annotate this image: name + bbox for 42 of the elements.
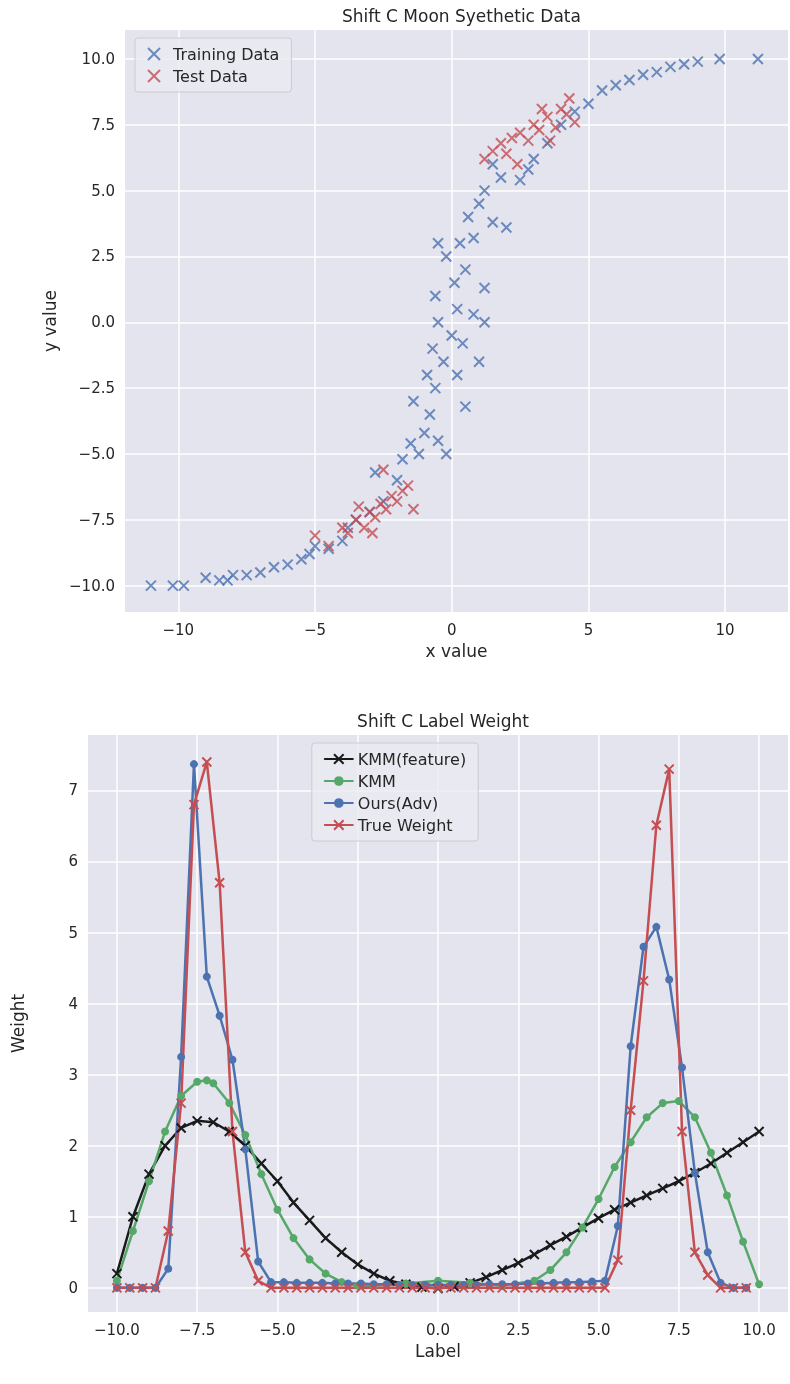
y-tick-label: −5.0 [78,444,115,463]
x-tick-label: −5.0 [259,1320,296,1339]
y-tick-label: 7.5 [91,115,115,134]
x-tick-label: −7.5 [178,1320,216,1339]
y-tick-label: 7 [68,781,78,800]
legend-label: Test Data [172,66,248,86]
chart-title: Shift C Label Weight [357,710,530,731]
y-tick-label: 10.0 [81,49,115,68]
x-tick-label: 10 [715,620,735,639]
y-tick-label: −2.5 [78,379,115,398]
y-tick-label: 6 [68,852,78,871]
y-tick-label: 0.0 [91,313,115,332]
y-tick-label: 1 [68,1207,78,1226]
y-tick-label: 0 [68,1278,78,1297]
y-axis-title: y value [39,290,60,352]
legend-label: KMM [357,771,396,791]
legend-label: Ours(Adv) [357,793,439,813]
x-axis-title: Label [415,1340,461,1361]
legend-label: KMM(feature) [357,749,467,769]
x-tick-label: 0 [446,620,457,639]
x-tick-label: 5 [583,620,594,639]
x-tick-label: 10.0 [742,1320,776,1339]
y-tick-label: 4 [68,994,78,1013]
legend-label: Training Data [172,44,280,64]
x-tick-label: 5.0 [586,1320,611,1339]
y-tick-label: −10.0 [69,576,115,595]
y-axis-title: Weight [7,993,28,1054]
y-tick-label: 2.5 [91,247,115,266]
y-tick-label: 5 [68,923,78,942]
y-tick-label: −7.5 [78,510,115,529]
x-axis-title: x value [425,640,488,661]
y-tick-label: 2 [68,1136,78,1155]
x-tick-label: 2.5 [506,1320,531,1339]
x-tick-label: −2.5 [339,1320,376,1339]
x-tick-label: −10 [162,620,195,639]
y-tick-label: 3 [68,1065,78,1084]
y-tick-label: 5.0 [91,181,115,200]
x-tick-label: −5 [303,620,327,639]
x-tick-label: 7.5 [666,1320,691,1339]
chart-title: Shift C Moon Syethetic Data [342,5,581,26]
legend-label: True Weight [356,815,453,835]
x-tick-label: 0.0 [426,1320,450,1339]
